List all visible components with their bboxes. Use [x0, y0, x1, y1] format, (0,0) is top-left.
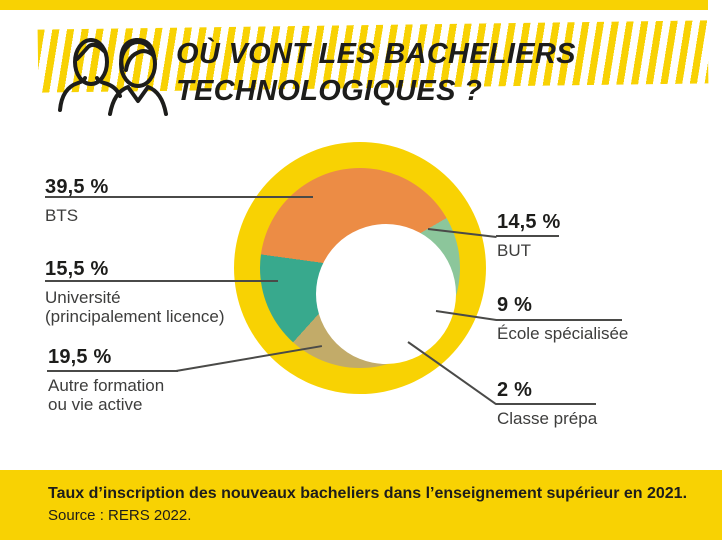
footer-caption: Taux d’inscription des nouveaux bachelie…: [48, 485, 688, 502]
label-prepa: 2 % Classe prépa: [497, 379, 597, 428]
donut-chart: [260, 168, 460, 368]
label-bts: 39,5 % BTS: [45, 176, 108, 225]
leader-line-universite: [45, 280, 278, 282]
universite-percentage: 15,5 %: [45, 258, 109, 280]
donut-hole: [316, 224, 456, 364]
top-yellow-bar: [0, 0, 708, 10]
autre-name-line2: ou vie active: [48, 395, 143, 414]
footer-source: Source : RERS 2022.: [48, 507, 192, 524]
two-people-icon: [58, 37, 168, 116]
title-line-2: TECHNOLOGIQUES ?: [176, 75, 483, 107]
universite-name-line1: Université: [45, 288, 121, 307]
autre-name-line1: Autre formation: [48, 376, 165, 395]
leader-line-ecole-horizontal: [496, 319, 622, 321]
ecole-name: École spécialisée: [497, 324, 629, 343]
prepa-percentage: 2 %: [497, 379, 533, 401]
autre-percentage: 19,5 %: [48, 346, 112, 368]
page-title: OÙ VONT LES BACHELIERS TECHNOLOGIQUES ?: [176, 36, 716, 110]
leader-line-bts: [45, 196, 313, 198]
prepa-name: Classe prépa: [497, 409, 598, 428]
label-ecole: 9 % École spécialisée: [497, 294, 628, 343]
ecole-percentage: 9 %: [497, 294, 533, 316]
footer-banner: Taux d’inscription des nouveaux bachelie…: [0, 470, 722, 540]
label-universite: 15,5 % Université (principalement licenc…: [45, 258, 225, 326]
leader-line-prepa-horizontal: [496, 403, 596, 405]
leader-line-but-horizontal: [496, 235, 559, 237]
but-name: BUT: [497, 241, 531, 260]
bts-percentage: 39,5 %: [45, 176, 109, 198]
universite-name-line2: (principalement licence): [45, 307, 225, 326]
label-autre: 19,5 % Autre formation ou vie active: [48, 346, 164, 414]
donut-outer-ring: [234, 142, 486, 394]
title-line-1: OÙ VONT LES BACHELIERS: [176, 38, 576, 70]
leader-line-autre-horizontal: [47, 370, 178, 372]
bts-name: BTS: [45, 206, 79, 225]
but-percentage: 14,5 %: [497, 211, 561, 233]
label-but: 14,5 % BUT: [497, 211, 560, 260]
